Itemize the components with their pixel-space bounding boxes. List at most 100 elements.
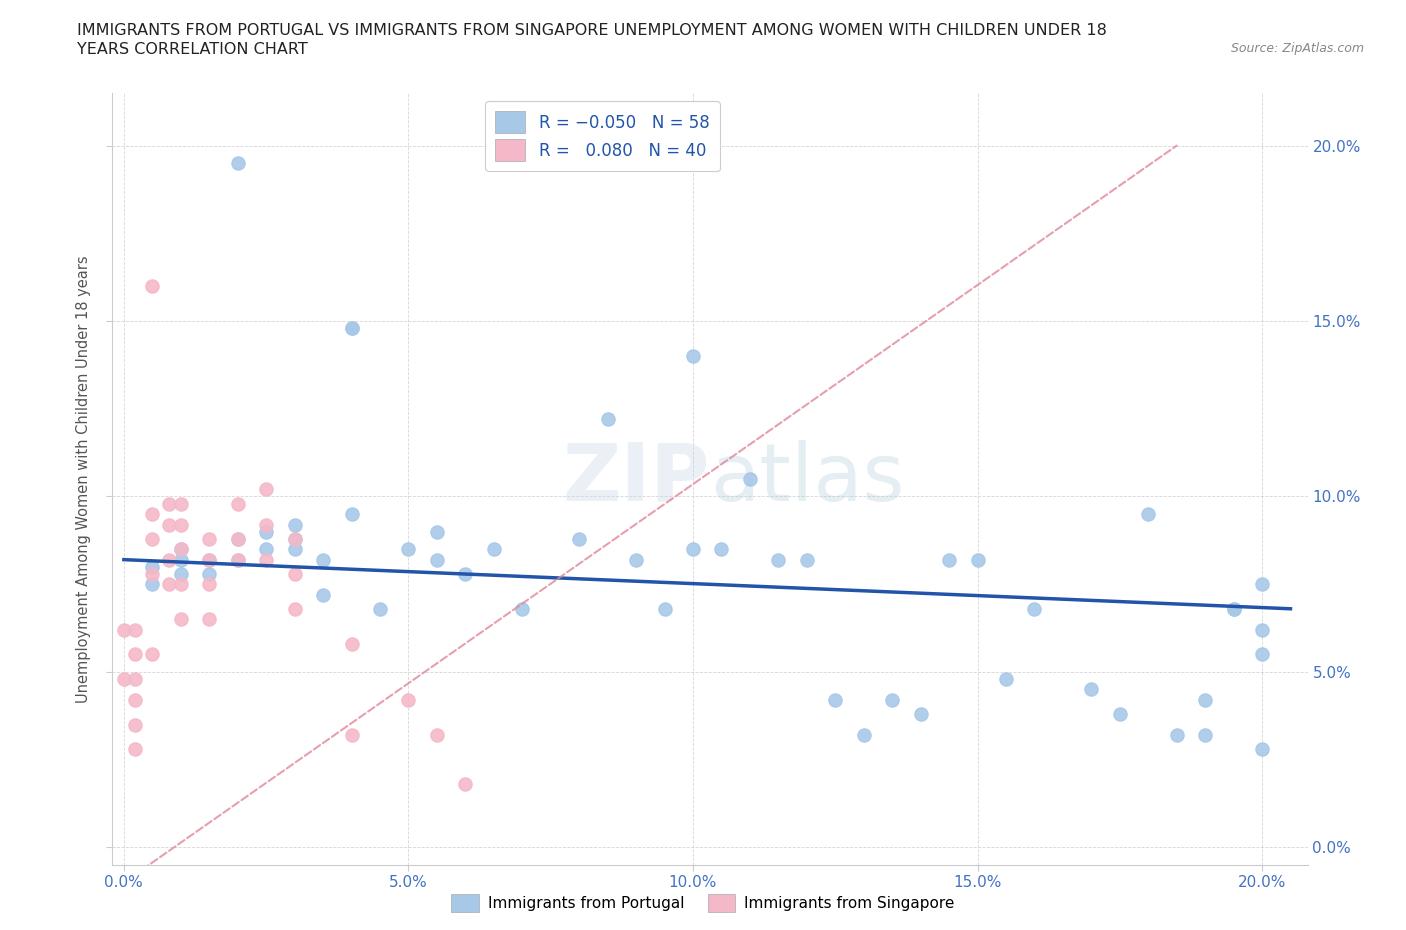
Point (284, 517, 307, 532)
Point (426, 525, 449, 539)
Point (170, 541, 193, 556)
Point (966, 552, 988, 567)
Point (654, 602, 676, 617)
Point (1024, 602, 1046, 617)
Point (682, 541, 704, 556)
Point (1137, 507, 1160, 522)
Point (340, 636, 363, 651)
Point (1194, 727, 1216, 742)
Point (312, 552, 335, 567)
Point (112, 622, 135, 637)
Point (1222, 602, 1244, 617)
Point (254, 552, 277, 567)
Point (910, 707, 932, 722)
Text: IMMIGRANTS FROM PORTUGAL VS IMMIGRANTS FROM SINGAPORE UNEMPLOYMENT AMONG WOMEN W: IMMIGRANTS FROM PORTUGAL VS IMMIGRANTS F… (77, 23, 1107, 38)
Point (1080, 682, 1102, 697)
Point (882, 693, 904, 708)
Point (170, 577, 193, 591)
Point (824, 693, 846, 708)
Point (312, 588, 335, 603)
Point (1251, 742, 1274, 757)
Point (157, 552, 180, 567)
Point (141, 507, 163, 522)
Point (254, 525, 277, 539)
Point (596, 412, 619, 427)
Point (340, 321, 363, 336)
Legend: R = −0.050   N = 58, R =   0.080   N = 40: R = −0.050 N = 58, R = 0.080 N = 40 (485, 101, 720, 171)
Point (226, 155, 249, 170)
Point (157, 517, 180, 532)
Point (624, 552, 647, 567)
Point (170, 541, 193, 556)
Text: ZIP: ZIP (562, 440, 710, 518)
Point (284, 566, 307, 581)
Point (340, 727, 363, 742)
Point (396, 541, 419, 556)
Point (482, 541, 505, 556)
Point (852, 727, 875, 742)
Point (198, 612, 221, 627)
Point (141, 566, 163, 581)
Point (141, 577, 163, 591)
Point (284, 531, 307, 546)
Point (124, 647, 146, 662)
Point (454, 777, 477, 791)
Point (157, 496, 180, 511)
Point (1222, 602, 1244, 617)
Text: Source: ZipAtlas.com: Source: ZipAtlas.com (1230, 42, 1364, 55)
Point (141, 279, 163, 294)
Point (426, 552, 449, 567)
Point (340, 507, 363, 522)
Point (170, 612, 193, 627)
Point (284, 531, 307, 546)
Y-axis label: Unemployment Among Women with Children Under 18 years: Unemployment Among Women with Children U… (76, 255, 91, 703)
Point (396, 693, 419, 708)
Point (226, 531, 249, 546)
Point (170, 552, 193, 567)
Point (1166, 727, 1188, 742)
Point (738, 472, 761, 486)
Point (141, 647, 163, 662)
Point (226, 496, 249, 511)
Point (226, 552, 249, 567)
Point (254, 517, 277, 532)
Point (284, 541, 307, 556)
Point (710, 541, 733, 556)
Point (198, 566, 221, 581)
Point (568, 531, 591, 546)
Point (226, 552, 249, 567)
Point (340, 321, 363, 336)
Point (254, 541, 277, 556)
Point (124, 622, 146, 637)
Point (124, 671, 146, 686)
Point (198, 577, 221, 591)
Point (141, 559, 163, 574)
Point (124, 693, 146, 708)
Point (682, 349, 704, 364)
Point (284, 602, 307, 617)
Point (1251, 647, 1274, 662)
Point (198, 552, 221, 567)
Point (994, 671, 1017, 686)
Point (124, 742, 146, 757)
Point (1251, 577, 1274, 591)
Point (170, 566, 193, 581)
Point (796, 552, 818, 567)
Point (124, 717, 146, 732)
Point (1251, 622, 1274, 637)
Point (426, 727, 449, 742)
Point (1194, 693, 1216, 708)
Legend: Immigrants from Portugal, Immigrants from Singapore: Immigrants from Portugal, Immigrants fro… (446, 888, 960, 918)
Point (198, 531, 221, 546)
Point (112, 671, 135, 686)
Point (1108, 707, 1130, 722)
Point (226, 531, 249, 546)
Point (254, 482, 277, 497)
Point (198, 552, 221, 567)
Point (170, 517, 193, 532)
Point (510, 602, 533, 617)
Point (368, 602, 391, 617)
Point (454, 566, 477, 581)
Point (157, 577, 180, 591)
Point (768, 552, 790, 567)
